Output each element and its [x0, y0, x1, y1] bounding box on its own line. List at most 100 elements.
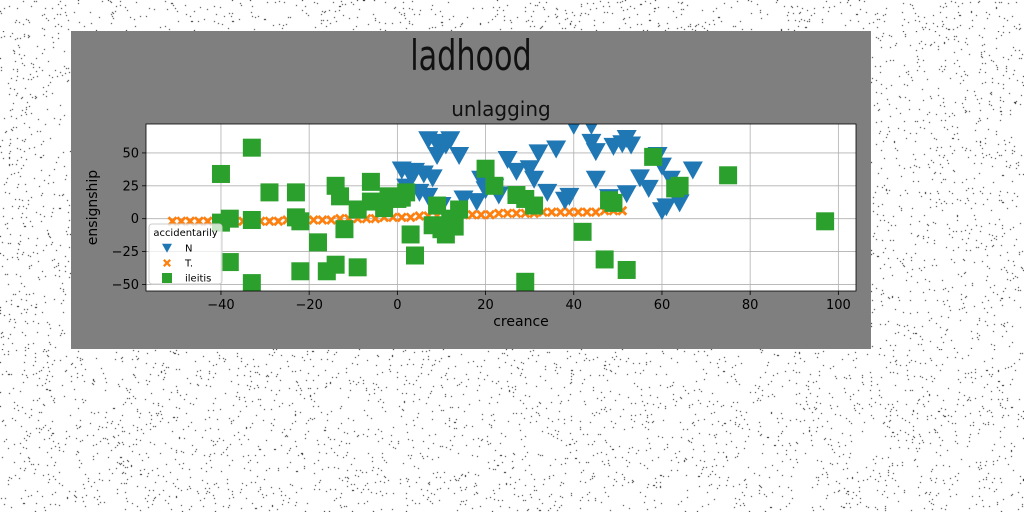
- x-tick-label: 20: [477, 298, 494, 313]
- data-point-t: [573, 207, 584, 218]
- data-point-t: [273, 216, 284, 227]
- x-tick-label: 80: [742, 298, 759, 313]
- data-point-n: [585, 170, 606, 189]
- data-point-n: [585, 124, 598, 135]
- legend-label: T.: [184, 259, 193, 270]
- data-point-n: [656, 198, 677, 217]
- legend-marker-t: [163, 259, 171, 267]
- data-point-t: [493, 208, 504, 219]
- data-point-t: [396, 212, 407, 223]
- data-point-t: [326, 214, 337, 225]
- data-point-n: [546, 140, 567, 159]
- data-point-n: [567, 124, 580, 135]
- data-point-n: [537, 183, 558, 202]
- data-point-n: [585, 143, 606, 162]
- data-point-t: [564, 207, 575, 218]
- data-point-ileitis: [286, 183, 305, 202]
- data-point-n: [559, 187, 580, 206]
- data-point-ileitis: [308, 233, 327, 252]
- legend-label: ileitis: [185, 274, 211, 285]
- data-point-ileitis: [401, 225, 420, 244]
- y-tick-label: −25: [112, 245, 139, 260]
- data-point-ileitis: [242, 274, 261, 291]
- data-point-t: [581, 207, 592, 218]
- data-point-n: [524, 170, 545, 189]
- data-point-ileitis: [291, 212, 310, 231]
- data-point-ileitis: [670, 176, 689, 195]
- data-point-ileitis: [445, 217, 464, 236]
- data-point-ileitis: [291, 262, 310, 281]
- data-point-n: [669, 194, 690, 213]
- data-point-ileitis: [326, 255, 345, 274]
- markers-group: [167, 124, 835, 291]
- data-point-n: [581, 133, 602, 152]
- x-tick-label: 40: [565, 298, 582, 313]
- data-point-ileitis: [617, 260, 636, 279]
- data-point-n: [466, 193, 487, 212]
- data-point-ileitis: [406, 246, 425, 265]
- x-tick-label: 0: [393, 298, 401, 313]
- data-point-n: [422, 169, 443, 188]
- data-point-ileitis: [211, 164, 230, 183]
- data-point-ileitis: [476, 159, 495, 178]
- data-point-ileitis: [450, 200, 469, 219]
- data-point-n: [400, 166, 421, 185]
- data-point-t: [414, 211, 425, 222]
- data-point-ileitis: [397, 183, 416, 202]
- data-point-n: [682, 161, 703, 180]
- data-point-n: [616, 185, 637, 204]
- legend-marker-n: [162, 243, 172, 253]
- data-point-n: [629, 169, 650, 188]
- scatter-chart: unlagging −40 −20 0 20 40 60 80 100 −50 −25 0 25 50 cr…: [85, 97, 857, 330]
- legend: accidentarily N T. ileitis: [148, 223, 223, 285]
- data-point-ileitis: [331, 187, 350, 206]
- data-point-n: [497, 151, 518, 170]
- x-tick-label: −40: [207, 298, 234, 313]
- data-point-ileitis: [242, 138, 261, 157]
- legend-label: N: [185, 244, 192, 255]
- data-point-ileitis: [335, 220, 354, 239]
- data-point-ileitis: [220, 209, 239, 228]
- x-axis-label: creance: [493, 314, 549, 330]
- data-point-ileitis: [719, 166, 738, 185]
- data-point-n: [449, 147, 470, 166]
- y-tick-label: 0: [131, 212, 139, 227]
- data-point-t: [264, 216, 275, 227]
- data-point-ileitis: [260, 183, 279, 202]
- data-point-t: [467, 209, 478, 220]
- data-point-t: [502, 208, 513, 219]
- y-tick-label: 25: [122, 179, 139, 194]
- legend-box: [148, 223, 223, 285]
- data-point-t: [546, 207, 557, 218]
- data-point-ileitis: [595, 250, 614, 269]
- y-tick-label: −50: [112, 278, 139, 293]
- data-point-ileitis: [573, 222, 592, 241]
- data-point-t: [405, 212, 416, 223]
- figure: ladhood unlagging −40 −20 0 20 40 60 80 100 −50 −2…: [71, 31, 871, 349]
- data-point-ileitis: [644, 147, 663, 166]
- data-point-ileitis: [525, 196, 544, 215]
- data-point-n: [506, 162, 527, 181]
- data-point-ileitis: [516, 272, 535, 291]
- data-point-t: [511, 208, 522, 219]
- data-point-ileitis: [604, 193, 623, 212]
- data-point-ileitis: [348, 258, 367, 277]
- data-point-ileitis: [242, 210, 261, 229]
- data-point-t: [476, 209, 487, 220]
- data-point-ileitis: [220, 253, 239, 272]
- axes-frame: [145, 123, 857, 292]
- x-tick-label: 60: [654, 298, 671, 313]
- data-point-t: [317, 214, 328, 225]
- data-point-t: [555, 207, 566, 218]
- data-point-n: [519, 160, 540, 179]
- chart-title: unlagging: [451, 97, 550, 121]
- y-axis-label: ensignship: [85, 170, 101, 245]
- x-tick-label: 100: [826, 298, 851, 313]
- figure-suptitle: ladhood: [410, 31, 532, 80]
- data-point-ileitis: [816, 212, 835, 231]
- data-point-t: [484, 209, 495, 220]
- data-point-n: [621, 136, 642, 155]
- y-tick-label: 50: [122, 146, 139, 161]
- legend-marker-ileitis: [162, 273, 172, 283]
- data-point-t: [590, 207, 601, 218]
